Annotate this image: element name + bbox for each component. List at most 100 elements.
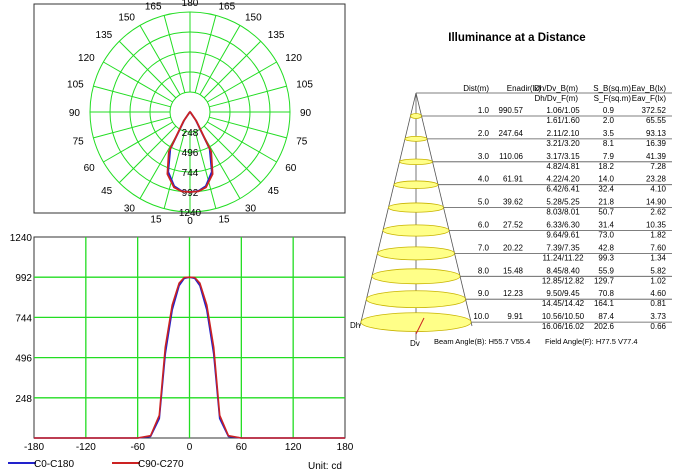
table-dh-dv-f: 9.64/9.61 [546,231,580,240]
table-s-f: 32.4 [598,185,614,194]
cone-edge-left [359,92,417,327]
cone-ellipse [393,180,439,189]
polar-radial-label: 1240 [179,208,202,219]
table-dist: 1.0 [478,106,490,115]
polar-angle-label: 180 [182,0,199,9]
table-eav-f: 2.62 [650,208,666,217]
polar-angle-label: 105 [67,80,84,91]
table-dh-dv-b: 6.33/6.30 [546,221,580,230]
table-s-f: 50.7 [598,208,614,217]
table-s-b: 14.0 [598,175,614,184]
polar-spoke [209,116,287,139]
illuminance-cone-diagram: Illuminance at a Distance 1.0 990.57 1.06/… [350,32,672,348]
table-enadir: 39.62 [503,198,524,207]
cone-ellipse [366,290,466,309]
table-eav-f: 1.34 [650,253,666,262]
table-dist: 9.0 [478,289,490,298]
table-eav-f: 4.10 [650,185,666,194]
dv-label: Dv [410,339,420,348]
cart-x-tick-label: 180 [337,442,354,453]
table-eav-b: 372.52 [642,106,667,115]
cone-ellipse [388,202,444,213]
table-dist: 3.0 [478,152,490,161]
polar-curve-c90-c270 [166,110,214,193]
polar-spoke [203,40,262,99]
polar-frame [33,3,346,214]
polar-angle-label: 150 [118,13,135,24]
table-s-f: 2.0 [603,116,615,125]
table-s-f: 73.0 [598,231,614,240]
cart-x-tick-label: -180 [24,442,44,453]
table-eav-f: 1.82 [650,231,666,240]
polar-spoke [194,131,217,209]
table-dh-dv-b: 4.22/4.20 [546,175,580,184]
polar-spoke [163,15,186,93]
cart-x-tick-label: -60 [130,442,145,453]
polar-spoke [103,121,173,163]
polar-angle-label: 120 [285,53,302,64]
table-dist: 4.0 [478,175,490,184]
unit-label: Unit: cd [308,461,342,472]
table-s-f: 164.1 [594,299,615,308]
table-dh-dv-b: 10.56/10.50 [542,312,585,321]
polar-spoke [103,61,173,103]
table-dh-dv-b: 8.45/8.40 [546,266,580,275]
polar-radial-label: 992 [182,188,199,199]
polar-angle-label: 45 [101,186,113,197]
cart-y-tick-label: 744 [15,313,32,324]
table-enadir: 247.64 [499,129,524,138]
table-s-f: 202.6 [594,322,615,331]
polar-angle-label: 15 [150,214,162,225]
table-enadir: 61.91 [503,175,524,184]
polar-spoke [194,15,217,93]
polar-spoke [118,40,177,99]
table-enadir: 110.06 [499,152,523,161]
table-dh-dv-b: 3.17/3.15 [546,152,580,161]
polar-spoke [93,85,171,108]
table-s-f: 18.2 [598,162,614,171]
polar-spoke [118,125,177,184]
polar-angle-label: 135 [268,30,285,41]
polar-angle-label: 75 [296,136,308,147]
table-eav-f: 16.39 [646,139,667,148]
table-header: S_B(sq.m) [593,84,631,93]
table-header: Enadir(lx) [507,84,542,93]
table-dh-dv-f: 6.42/6.41 [546,185,580,194]
cart-x-tick-label: 0 [187,442,193,453]
table-eav-f: 1.02 [650,276,666,285]
polar-candela-chart: 1801651501351201059075604530151651501351… [33,0,346,227]
table-s-b: 7.9 [603,152,615,161]
table-header: Dist(m) [463,84,489,93]
table-dist: 8.0 [478,266,490,275]
polar-angle-label: 120 [78,53,95,64]
table-eav-f: 65.55 [646,116,667,125]
legend-label: C90-C270 [138,459,184,470]
cone-ellipse [410,113,422,119]
table-s-b: 42.8 [598,243,614,252]
table-dist: 10.0 [473,312,489,321]
table-dh-dv-f: 12.85/12.82 [542,276,585,285]
cone-edge-right [415,92,473,327]
table-enadir: 15.48 [503,266,524,275]
cart-y-tick-label: 992 [15,273,32,284]
table-header: Eav_F(lx) [632,94,667,103]
polar-spoke [199,25,241,95]
polar-angle-label: 135 [96,30,113,41]
table-eav-b: 3.73 [650,312,666,321]
polar-angle-label: 165 [145,2,162,13]
table-eav-b: 4.60 [650,289,666,298]
table-eav-b: 14.90 [646,198,667,207]
table-s-f: 99.3 [598,253,614,262]
polar-radial-label: 248 [182,128,199,139]
polar-angle-label: 45 [268,186,280,197]
cart-x-tick-label: 60 [236,442,248,453]
table-enadir: 27.52 [503,221,524,230]
cone-ellipse [399,158,433,166]
cart-x-tick-label: 120 [285,442,302,453]
table-eav-f: 0.81 [650,299,666,308]
dv-marker [415,317,425,335]
polar-angle-label: 60 [285,163,297,174]
polar-spoke [203,125,262,184]
table-header: S_F(sq.m) [594,94,632,103]
table-eav-b: 5.82 [650,266,666,275]
